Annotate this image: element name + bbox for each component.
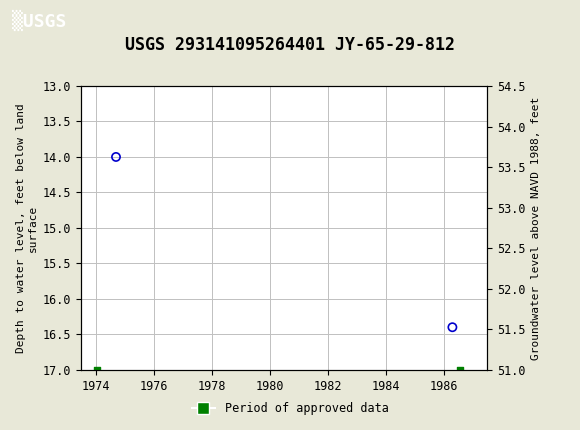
Point <box>93 366 102 373</box>
Legend: Period of approved data: Period of approved data <box>187 397 393 420</box>
Text: USGS 293141095264401 JY-65-29-812: USGS 293141095264401 JY-65-29-812 <box>125 36 455 54</box>
Y-axis label: Groundwater level above NAVD 1988, feet: Groundwater level above NAVD 1988, feet <box>531 96 541 359</box>
Point <box>448 324 457 331</box>
Point <box>111 154 121 160</box>
Y-axis label: Depth to water level, feet below land
surface: Depth to water level, feet below land su… <box>16 103 38 353</box>
Point <box>455 366 465 373</box>
Text: ▒USGS: ▒USGS <box>12 10 66 31</box>
